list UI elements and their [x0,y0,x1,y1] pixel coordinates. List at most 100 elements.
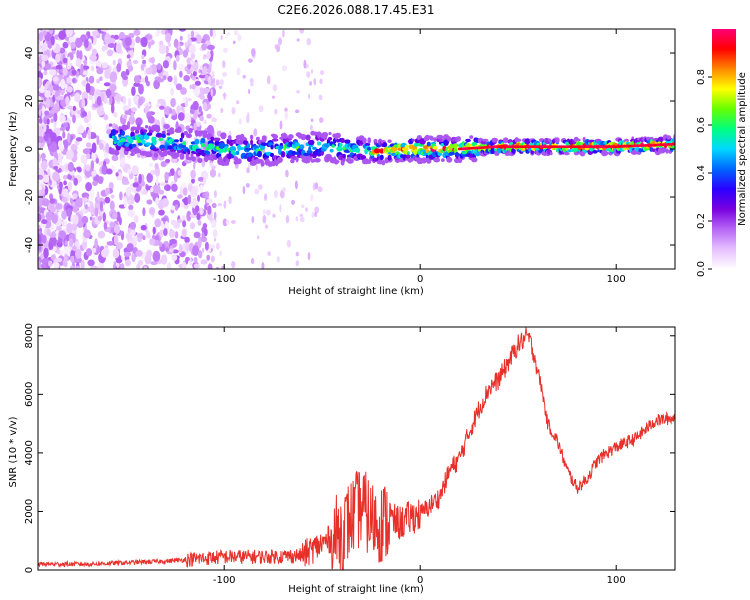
spectrogram-cell [179,186,183,197]
spectrogram-cell [314,182,319,190]
spectrogram-cell [185,242,190,252]
spectrogram-cell [250,258,255,265]
spectrogram-cell [112,212,118,220]
spectrogram-cell [291,150,297,156]
spectrogram-cell [515,138,522,142]
spectrogram-cell [164,106,172,116]
spectrogram-cell [138,173,142,184]
spectrogram-cell [356,147,361,153]
spectrogram-cell [187,97,192,102]
spectrogram-cell [150,169,156,175]
spectrogram-cell [87,110,92,122]
spectrogram-cell [284,111,289,121]
spectrogram-cell [220,132,227,139]
spectrogram-cell [511,147,516,154]
spectrogram-cell [87,259,95,267]
spectrogram-cell [127,209,135,218]
spectrogram-cell [96,78,100,84]
spectrogram-cell [502,137,509,144]
spectrogram-cell [251,48,256,57]
spectrogram-cell [153,152,159,158]
spectrogram-cell [80,259,85,269]
spectrogram-cell [174,204,179,211]
spectrogram-cell [121,124,129,131]
spectrogram-cell [127,168,132,175]
spectrogram-cell [665,139,672,144]
spectrogram-cell [145,230,150,239]
spectrogram-cell [39,102,43,111]
colorbar: 0.0 0.2 0.4 0.6 0.8 Normalized spectral ampl… [696,29,748,277]
spectrogram-cell [147,115,155,124]
spectrogram-cell [331,144,335,148]
spectrogram-cell [223,47,228,53]
spectrogram-cell [279,120,283,130]
spectrogram-cell [91,151,96,162]
spectrogram-cell [126,54,131,59]
spectrogram-cell [307,139,315,146]
spectrogram-cell [446,156,453,163]
spectrogram-cell [43,247,49,259]
spectrogram-cell [199,115,204,122]
spectrogram-cell [98,262,103,269]
spectrogram-cell [192,100,199,111]
spectrogram-cell [173,75,178,86]
spectrogram-cell [67,56,71,66]
spectrogram-cell [195,205,200,213]
spectrogram-cell [207,75,212,85]
spectrogram-cell [171,115,178,120]
spectrogram-cell [295,109,300,114]
spectrogram-cell [198,250,203,259]
spectrogram-cell [45,211,54,221]
spectrogram-cell [59,127,66,131]
spectrogram-cell [73,205,78,213]
spectrogram-cell [319,78,323,85]
spectrogram-cell [43,70,48,76]
spectrogram-cell [177,112,185,121]
spectrogram-cell [179,137,183,143]
spectrogram-cell [66,208,73,217]
spectrogram-cell [182,141,187,146]
spectrogram-cell [70,41,76,50]
spectrogram-cell [197,219,202,226]
spectrogram-cell [162,75,167,81]
spectrogram-cell [38,77,43,88]
spectrogram-cell [74,140,80,146]
spectrogram-cell [105,142,110,154]
spectrogram-cell [186,210,192,222]
spectrogram-cell [72,245,77,252]
spectrogram-cell [115,258,123,264]
spectrogram-cell [63,180,67,186]
spectrogram-cell [38,234,42,245]
spectrogram-cell [76,49,80,60]
spectrogram-cell [246,167,250,174]
spectrogram-cell [46,118,50,125]
spectrogram-cell [210,255,215,263]
spectrogram-cell [201,149,205,154]
spectrogram-cell [340,137,345,144]
spectrogram-cell [68,36,76,43]
spectrogram-cell [166,185,171,191]
spectrogram-cell [305,207,308,212]
spectrogram-cell [194,130,199,134]
spectrogram-cell [161,217,168,222]
spectrogram-cell [309,124,313,131]
spectrogram-cell [109,200,115,211]
spectrogram-cell [296,90,300,94]
spectrogram-cell [209,61,212,69]
spectrogram-cell [219,79,224,86]
spectrogram-cell [198,74,207,79]
spectrogram-cell [223,200,227,209]
spectrogram-cell [313,78,317,86]
spectrogram-cell [64,36,70,41]
spectrogram-cell [159,229,164,238]
spectrogram-cell [344,139,351,144]
spectrogram-cell [88,94,93,101]
spectrogram-cell [178,63,185,71]
spectrogram-cell [266,75,271,85]
spectrogram-cell [171,254,178,261]
spectrogram-cell [61,210,67,220]
spectrogram-cell [168,229,176,238]
colorbar-tick-label: 0.2 [696,213,707,229]
x-tick-label: -100 [213,274,236,285]
spectrogram-cell [67,132,71,143]
